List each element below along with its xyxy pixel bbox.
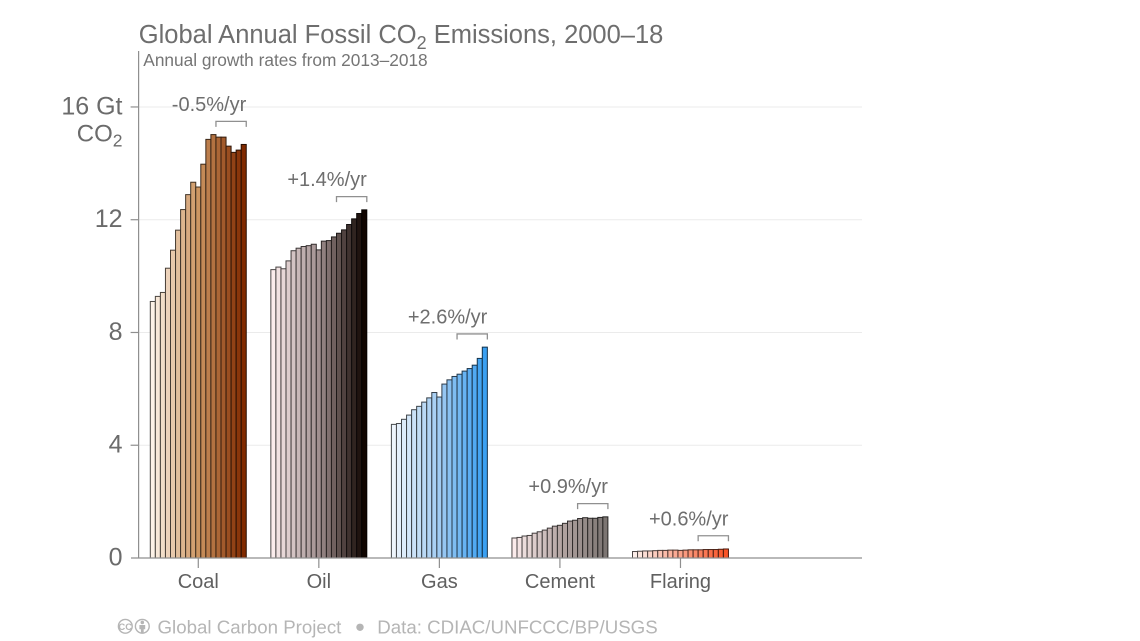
svg-text:Data: CDIAC/UNFCCC/BP/USGS: Data: CDIAC/UNFCCC/BP/USGS <box>377 617 657 638</box>
svg-text:Flaring: Flaring <box>650 571 711 593</box>
svg-text:4: 4 <box>109 431 123 459</box>
svg-text:+2.6%/yr: +2.6%/yr <box>408 306 488 328</box>
svg-text:CC: CC <box>118 622 132 633</box>
svg-text:Global Carbon Project: Global Carbon Project <box>158 617 343 638</box>
svg-text:12: 12 <box>95 205 123 233</box>
svg-text:+0.6%/yr: +0.6%/yr <box>649 508 729 530</box>
svg-text:Coal: Coal <box>178 571 219 593</box>
svg-text:Oil: Oil <box>307 571 331 593</box>
svg-text:-0.5%/yr: -0.5%/yr <box>172 94 247 116</box>
svg-text:Annual growth rates from 2013–: Annual growth rates from 2013–2018 <box>143 50 427 70</box>
svg-text:16 Gt: 16 Gt <box>61 92 122 120</box>
svg-text:+1.4%/yr: +1.4%/yr <box>287 169 367 191</box>
svg-text:0: 0 <box>109 543 123 571</box>
svg-text:Global Annual Fossil CO2 Emiss: Global Annual Fossil CO2 Emissions, 2000… <box>139 21 664 53</box>
svg-text:8: 8 <box>109 318 123 346</box>
svg-text:Cement: Cement <box>525 571 595 593</box>
svg-text:+0.9%/yr: +0.9%/yr <box>528 476 608 498</box>
svg-text:Gas: Gas <box>421 571 458 593</box>
